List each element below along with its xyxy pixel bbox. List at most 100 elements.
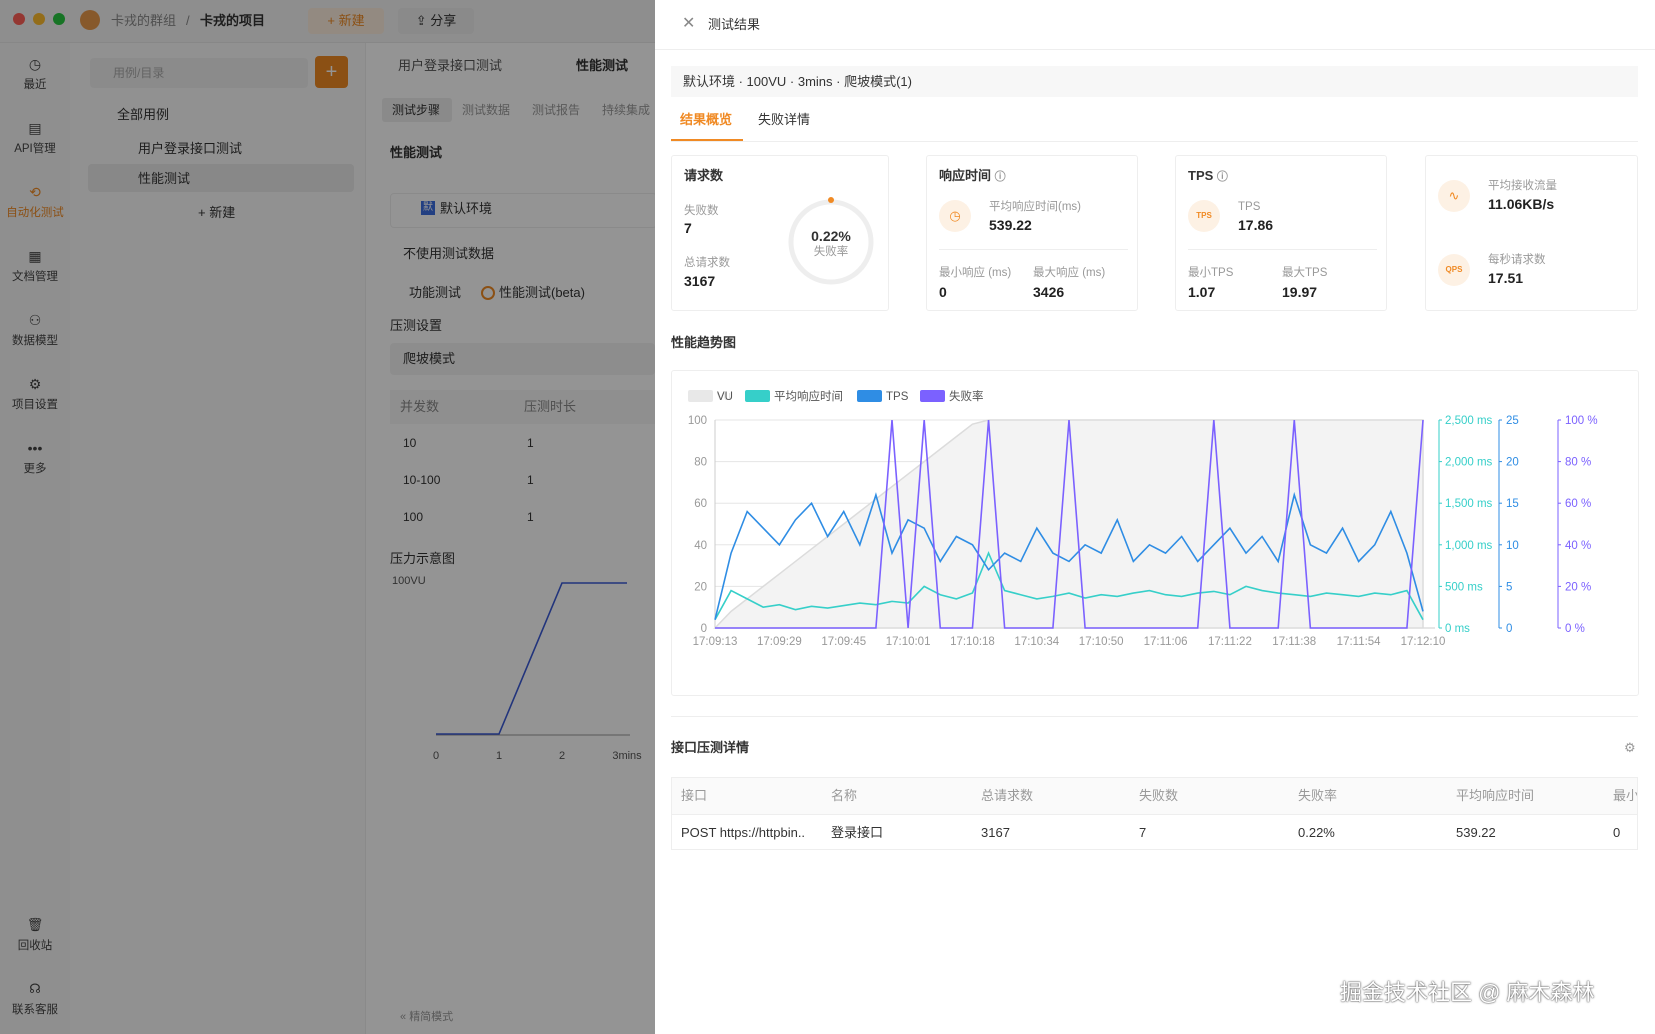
tab[interactable]: 失败详情	[758, 112, 811, 127]
load-mode-box[interactable]	[390, 343, 655, 375]
diagram-y-label: 100VU	[392, 575, 426, 587]
mode-radio-active[interactable]: 性能测试(beta)	[499, 285, 585, 300]
search-box[interactable]	[90, 58, 308, 88]
table-header: 并发数	[400, 399, 440, 414]
tab-active[interactable]: 结果概览	[680, 112, 733, 127]
chart-box	[671, 370, 1639, 696]
subtab[interactable]: 测试数据	[462, 103, 511, 117]
sidebar-label: 文档管理	[12, 271, 58, 283]
metric-value: 3426	[1033, 284, 1065, 300]
legend-label: VU	[717, 391, 733, 403]
sidebar-icon: ⚇	[28, 312, 42, 328]
y-axis-label: VU	[717, 392, 731, 403]
y-tick-label: 1,000 ms	[1445, 540, 1493, 552]
table-cell: 10-100	[403, 473, 441, 487]
fail-ring	[788, 197, 874, 285]
metric-value: 539.22	[989, 217, 1032, 233]
legend-swatch	[920, 390, 945, 402]
table-cell: 0.22%	[1298, 825, 1335, 840]
sidebar	[0, 43, 70, 1034]
editor-tab-active[interactable]: 性能测试	[576, 58, 629, 73]
min-light[interactable]	[33, 13, 45, 25]
group-name[interactable]: 卡戎的群组	[111, 13, 177, 28]
vu-area	[713, 419, 1424, 629]
card-divider	[939, 249, 1128, 250]
tab-underline	[671, 139, 743, 141]
tree-case[interactable]: 用户登录接口测试	[138, 141, 243, 156]
metric-label: TPS	[1238, 201, 1261, 213]
drawer-title: 测试结果	[708, 17, 761, 32]
sidebar-icon: •••	[27, 440, 43, 456]
metric-label: 总请求数	[684, 257, 730, 269]
radio-dot[interactable]	[481, 286, 495, 300]
share-button[interactable]: ⇪ 分享	[398, 8, 474, 34]
x-tick-label: 17:11:22	[1208, 636, 1252, 648]
y-tick-label: 60	[694, 498, 707, 510]
series-line	[714, 491, 1424, 620]
max-light[interactable]	[53, 13, 65, 25]
card-response	[926, 155, 1138, 311]
table-header: 最小	[1613, 788, 1638, 803]
editor-tab[interactable]: 用户登录接口测试	[398, 58, 503, 73]
sidebar-icon: ⚙	[28, 376, 42, 392]
env-badge: 默	[421, 201, 435, 215]
y-tick-label: 40 %	[1565, 540, 1591, 552]
tree-case[interactable]: 性能测试	[138, 171, 191, 186]
search-placeholder: 用例/目录	[113, 66, 165, 80]
tree-case-selected[interactable]	[88, 164, 354, 192]
x-tick-label: 17:11:06	[1144, 636, 1188, 648]
avatar[interactable]	[80, 10, 100, 30]
table-cell: 10	[403, 436, 417, 450]
y-tick-label: 80	[694, 457, 707, 469]
sidebar-icon: ☊	[29, 981, 41, 996]
y-tick-label: 25	[1506, 415, 1519, 427]
app-left: 卡戎的群组 / 卡戎的项目 + 新建 ⇪ 分享 ◷ 最近 ▤ API管理 ⟲ 自动化测试 ▦…	[0, 0, 657, 1034]
table-header: 总请求数	[981, 788, 1034, 803]
new-button[interactable]: + 新建	[308, 8, 384, 34]
overlay[interactable]	[0, 0, 655, 1034]
drawer-divider	[655, 49, 1655, 50]
metric-value: 7	[684, 220, 692, 236]
subtab[interactable]: 测试报告	[532, 103, 581, 117]
x-tick-label: 17:10:34	[1014, 636, 1059, 648]
metric-label: 最大响应 (ms)	[1033, 267, 1106, 279]
y-tick-label: 0 %	[1565, 623, 1585, 635]
editor-heading: 性能测试	[390, 145, 443, 160]
footer-mode[interactable]: « 精简模式	[400, 1011, 454, 1023]
table-cell: 100	[403, 510, 424, 524]
tree-new-label: 新建	[209, 205, 236, 220]
subtab[interactable]: 持续集成	[602, 103, 651, 117]
x-tick-label: 17:10:01	[886, 636, 931, 648]
sidebar-icon: 🗑	[26, 917, 44, 932]
x-tick-label: 17:10:50	[1079, 636, 1124, 648]
metric-label: 平均接收流量	[1488, 180, 1557, 192]
legend-swatch	[745, 390, 770, 402]
card-title-text: 响应时间	[939, 168, 992, 183]
settings-icon[interactable]: ⚙	[1624, 740, 1636, 755]
card-title: 响应时间 ⓘ	[939, 168, 1006, 183]
metric-value: 17.86	[1238, 217, 1274, 233]
metric-value: 1.07	[1188, 284, 1216, 300]
project-name[interactable]: 卡戎的项目	[200, 13, 266, 28]
tree-root[interactable]: 全部用例	[117, 107, 170, 122]
drawer-close[interactable]: ✕	[682, 15, 696, 32]
metric-value: 17.51	[1488, 270, 1524, 286]
metric-label: 最小TPS	[1188, 267, 1234, 279]
mode-radio[interactable]: 功能测试	[409, 285, 462, 300]
table-cell: 3167	[981, 825, 1010, 840]
table-header: 名称	[831, 788, 858, 803]
add-button[interactable]: +	[315, 56, 348, 88]
sidebar-label: 数据模型	[12, 335, 58, 347]
y-tick-label: 0	[1506, 623, 1512, 635]
detail-title: 接口压测详情	[671, 740, 750, 755]
metric-label: 最大TPS	[1282, 267, 1328, 279]
fail-rate-label: 失败率	[813, 246, 849, 258]
diagram-x-label: 0	[433, 750, 439, 762]
data-select[interactable]: 不使用测试数据	[403, 246, 495, 261]
close-light[interactable]	[13, 13, 25, 25]
tree-new[interactable]: + 新建	[198, 205, 236, 220]
y-tick-label: 500 ms	[1445, 581, 1483, 593]
sidebar-label: 自动化测试	[6, 207, 64, 219]
x-tick-label: 17:11:38	[1272, 636, 1316, 648]
subtab[interactable]: 测试步骤	[392, 103, 441, 117]
